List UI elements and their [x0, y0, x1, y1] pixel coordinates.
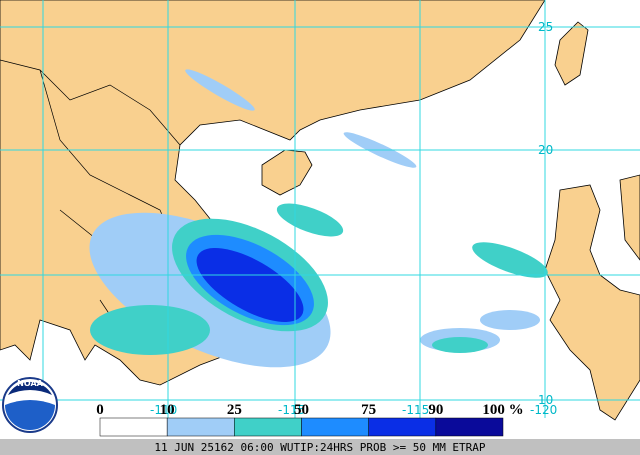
lat-label: 25 — [538, 20, 553, 34]
legend-label: 25 — [227, 402, 242, 418]
legend-swatch — [368, 417, 437, 437]
logo-text: NOAA — [17, 379, 43, 388]
lon-label: -115 — [402, 403, 429, 417]
caption: 11 JUN 25162 06:00 WUTIP:24HRS PROB >= 5… — [154, 441, 486, 454]
legend-label: 50 — [294, 402, 309, 418]
noaa-logo: NOAA — [2, 377, 58, 433]
legend-swatch — [435, 417, 504, 437]
lat-label: 10 — [538, 393, 553, 407]
legend: 0 10 25 50 75 90 100 % — [96, 402, 524, 437]
legend-label: 90 — [428, 402, 443, 418]
legend-swatch — [301, 417, 369, 437]
graticule — [0, 0, 640, 418]
caption-bar — [0, 439, 640, 455]
legend-swatch — [166, 417, 235, 437]
lat-label: 20 — [538, 143, 553, 157]
legend-label: 75 — [361, 402, 376, 418]
legend-label: 10 — [160, 402, 175, 418]
legend-swatch — [99, 417, 168, 437]
lon-label: -110 — [150, 403, 177, 417]
legend-label: 0 — [96, 402, 104, 418]
lon-label: -120 — [530, 403, 557, 417]
legend-label: 100 % — [482, 402, 523, 418]
lon-label: -115 — [278, 403, 305, 417]
legend-swatch — [234, 417, 302, 437]
